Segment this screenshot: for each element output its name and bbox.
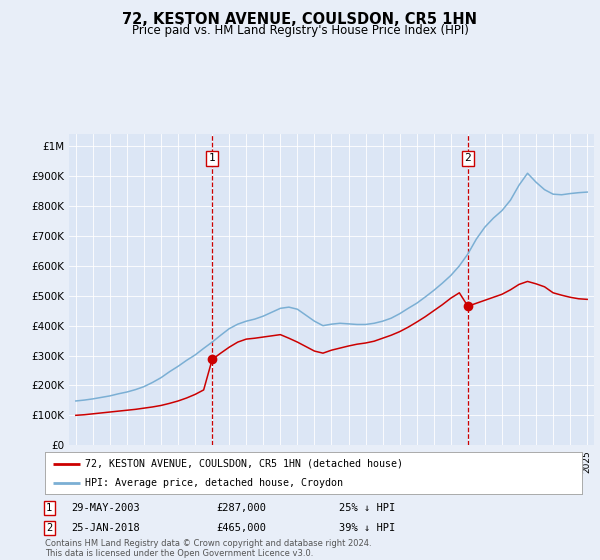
Text: 29-MAY-2003: 29-MAY-2003 [71,503,140,513]
Text: 2: 2 [46,523,52,533]
Text: 25% ↓ HPI: 25% ↓ HPI [339,503,395,513]
Text: 25-JAN-2018: 25-JAN-2018 [71,523,140,533]
Text: £465,000: £465,000 [216,523,266,533]
Text: 1: 1 [46,503,52,513]
Text: £287,000: £287,000 [216,503,266,513]
Text: 1: 1 [209,153,215,164]
Text: 72, KESTON AVENUE, COULSDON, CR5 1HN (detached house): 72, KESTON AVENUE, COULSDON, CR5 1HN (de… [85,459,403,469]
Text: 2: 2 [464,153,471,164]
Text: HPI: Average price, detached house, Croydon: HPI: Average price, detached house, Croy… [85,478,343,488]
Text: 39% ↓ HPI: 39% ↓ HPI [339,523,395,533]
Text: 72, KESTON AVENUE, COULSDON, CR5 1HN: 72, KESTON AVENUE, COULSDON, CR5 1HN [122,12,478,27]
Text: Contains HM Land Registry data © Crown copyright and database right 2024.
This d: Contains HM Land Registry data © Crown c… [45,539,371,558]
Text: Price paid vs. HM Land Registry's House Price Index (HPI): Price paid vs. HM Land Registry's House … [131,24,469,37]
